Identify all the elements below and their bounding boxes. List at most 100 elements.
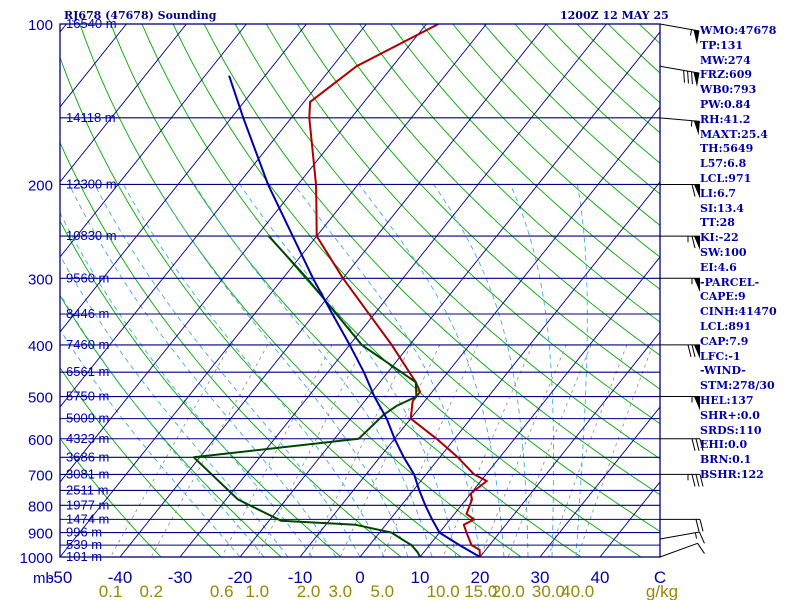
- mixing-ratio-line: [480, 344, 567, 557]
- index-item: -WIND-: [700, 364, 746, 378]
- isotherm: [60, 24, 427, 483]
- wind-barb: [659, 542, 705, 558]
- isotherm: [239, 31, 660, 557]
- dry-adiabat: [60, 294, 282, 557]
- dewpoint-trace: [192, 235, 430, 557]
- temperature-tick-label: 10: [411, 568, 430, 587]
- barb-flag: [694, 236, 700, 251]
- height-label: 16540 m: [66, 16, 117, 31]
- height-label: 12300 m: [66, 176, 117, 191]
- mixing-ratio-label: 1.0: [245, 582, 269, 600]
- mixing-ratio-line: [221, 344, 333, 557]
- pressure-unit-label: mb: [33, 570, 54, 587]
- mixing-ratio-label: 0.2: [139, 582, 163, 600]
- mixing-ratio-label: 3.0: [328, 582, 352, 600]
- temperature-tick-label: 30: [531, 568, 550, 587]
- barb-full: [697, 543, 705, 554]
- plot-border: [59, 23, 661, 558]
- dry-adiabat: [60, 220, 342, 557]
- height-label: 6561 m: [66, 364, 109, 379]
- index-item: HEL:137: [700, 393, 754, 407]
- mixing-ratio-line: [442, 344, 533, 557]
- temperature-trace: [308, 24, 488, 557]
- mixing-ratio-line: [256, 344, 365, 557]
- sounding-time: 1200Z 12 MAY 25: [560, 9, 669, 22]
- mixing-ratio-label: 30.0: [532, 582, 565, 600]
- wind-barb: [660, 396, 700, 411]
- isotherm: [60, 24, 187, 183]
- isotherm: [179, 24, 607, 557]
- height-label: 9560 m: [66, 270, 109, 285]
- dry-adiabat: [60, 366, 222, 557]
- plot-frame: [59, 23, 661, 558]
- dry-adiabat: [483, 24, 660, 195]
- pressure-tick-label: 500: [28, 390, 53, 407]
- wind-barb: [660, 438, 704, 451]
- index-item: MAXT:25.4: [700, 127, 768, 141]
- height-label: 10830 m: [66, 228, 117, 243]
- temperature-tick-label: C: [654, 568, 666, 587]
- height-label: 4323 m: [66, 431, 109, 446]
- barb-flag: [694, 396, 700, 411]
- height-label: 2511 m: [66, 482, 108, 497]
- dry-adiabat: [203, 24, 660, 496]
- mixing-ratio-label: 0.1: [99, 582, 123, 600]
- index-item: SHR+:0.0: [700, 408, 760, 422]
- temperature-tick-label: -10: [288, 568, 313, 587]
- index-item: MW:274: [700, 53, 751, 67]
- barb-full: [695, 519, 700, 532]
- barb-full: [687, 71, 689, 84]
- mixing-ratio-line: [507, 344, 592, 557]
- wind-barb: [660, 235, 700, 251]
- temperature-tick-label: -20: [228, 568, 253, 587]
- isotherm: [419, 256, 660, 557]
- index-item: WMO:47678: [700, 24, 777, 37]
- index-item: SRDS:110: [700, 423, 762, 437]
- index-item: RH:41.2: [700, 112, 751, 126]
- barb-flag: [693, 29, 700, 45]
- sounding-traces: [192, 24, 488, 557]
- mixing-ratio-line: [577, 344, 654, 557]
- isotherm: [0, 24, 6, 557]
- index-item: SI:13.4: [700, 201, 744, 215]
- index-item: EI:4.6: [700, 260, 737, 274]
- wind-barb: [659, 117, 700, 136]
- barb-full: [695, 438, 700, 451]
- isotherm: [60, 24, 487, 557]
- barb-full: [695, 474, 700, 487]
- temperature-tick-label: 0: [355, 568, 364, 587]
- index-item: LCL:971: [700, 171, 752, 185]
- index-item: WB0:793: [700, 83, 757, 97]
- index-item: TT:28: [700, 216, 735, 230]
- wind-barb: [660, 344, 700, 359]
- pressure-tick-label: 300: [28, 271, 53, 288]
- isotherm: [539, 406, 660, 557]
- dry-adiabat: [60, 141, 402, 557]
- index-item: TH:5649: [700, 142, 754, 156]
- index-item: LFC:-1: [700, 349, 741, 363]
- isotherm: [479, 331, 660, 557]
- height-label: 8446 m: [66, 306, 109, 321]
- barb-full: [698, 531, 705, 544]
- height-label: 3081 m: [66, 466, 109, 481]
- barb-full: [699, 438, 704, 451]
- mixing-ratio-label: g/kg: [646, 582, 678, 600]
- temperature-tick-label: 40: [591, 568, 610, 587]
- temperature-tick-label: -30: [168, 568, 193, 587]
- pressure-tick-label: 900: [28, 526, 53, 543]
- barb-full: [691, 71, 693, 85]
- index-item: STM:278/30: [700, 379, 775, 393]
- dry-adiabat: [328, 24, 660, 356]
- pressure-tick-label: 100: [28, 17, 53, 34]
- mixing-ratio-line: [548, 344, 628, 557]
- wind-barb: [659, 65, 700, 87]
- dry-adiabat: [421, 24, 660, 258]
- mixing-ratio-line: [110, 344, 231, 557]
- height-label: 996 m: [66, 525, 102, 540]
- barb-staff: [659, 531, 700, 540]
- height-label: 101 m: [66, 549, 102, 564]
- isotherm: [299, 106, 660, 557]
- pressure-tick-label: 200: [28, 177, 53, 194]
